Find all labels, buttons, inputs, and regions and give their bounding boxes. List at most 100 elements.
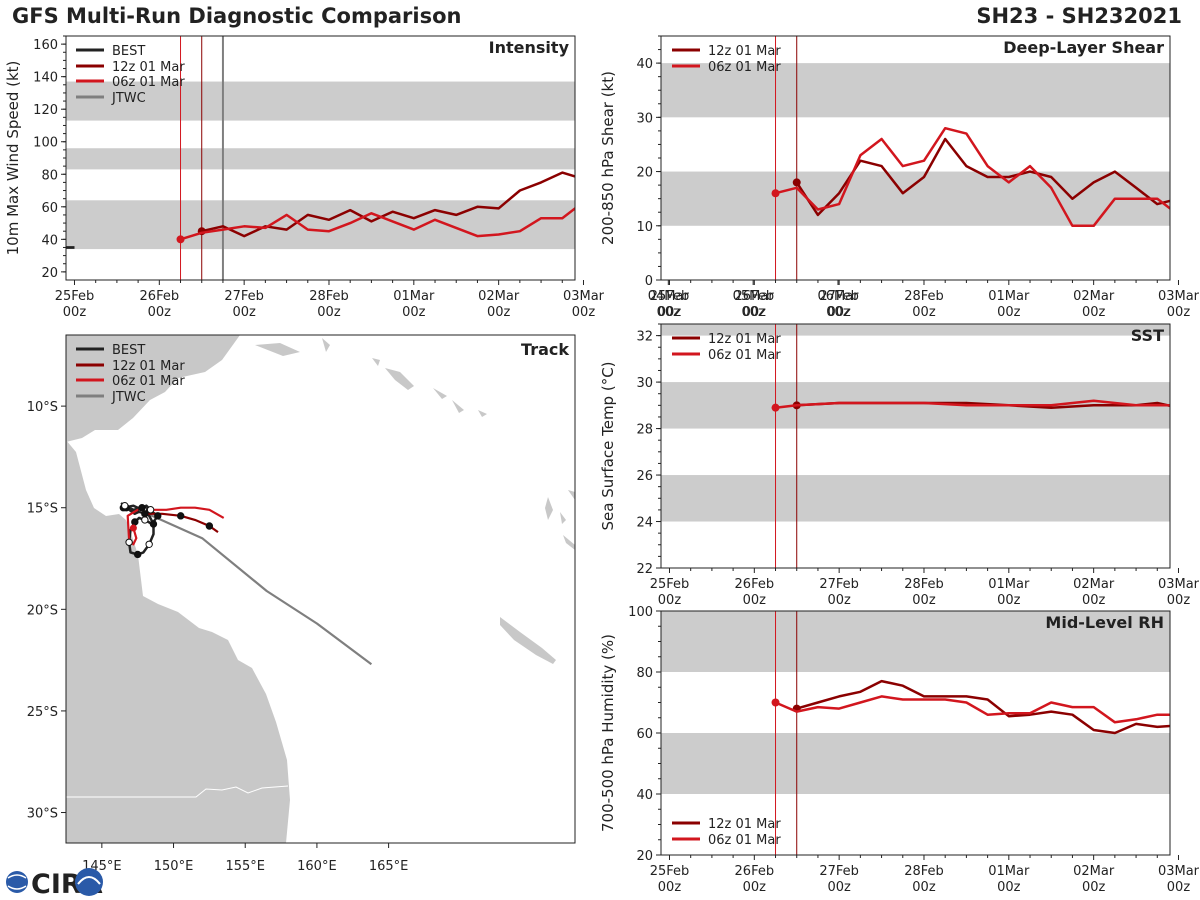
x-tick-hour: 00z xyxy=(1167,880,1191,895)
y-tick-label: 40 xyxy=(636,788,653,803)
x-tick-day: 01Mar xyxy=(988,577,1030,592)
track-init-point xyxy=(129,524,137,532)
x-tick-hour: 00z xyxy=(997,880,1021,895)
x-tick-hour: 00z xyxy=(572,305,596,320)
x-tick-day: 26Feb xyxy=(735,577,775,592)
x-tick-day: 05Mar xyxy=(733,289,775,304)
shaded-band xyxy=(661,324,1170,336)
y-tick-label: 80 xyxy=(41,168,58,183)
land-island xyxy=(322,338,330,352)
x-tick-hour: 00z xyxy=(827,593,851,608)
init-point xyxy=(771,403,780,412)
x-tick-day: 02Mar xyxy=(1073,864,1115,879)
x-tick-day: 28Feb xyxy=(904,577,944,592)
legend-run12-label: 12z 01 Mar xyxy=(708,44,781,59)
track-fix-marker xyxy=(121,501,129,510)
x-tick-day: 28Feb xyxy=(904,289,944,304)
x-tick-day: 28Feb xyxy=(309,289,349,304)
lon-tick-label: 150°E xyxy=(154,859,194,874)
x-tick-day: 04Mar xyxy=(648,289,690,304)
y-tick-label: 60 xyxy=(636,727,653,742)
series-12z-01-mar xyxy=(201,171,575,238)
x-tick-hour: 00z xyxy=(487,305,511,320)
land-island xyxy=(545,497,553,520)
y-tick-label: 20 xyxy=(636,166,653,181)
y-tick-label: 100 xyxy=(33,136,58,151)
panel-rh: 2040608010025Feb00z26Feb00z27Feb00z28Feb… xyxy=(599,605,1200,895)
x-tick-day: 03Mar xyxy=(1158,577,1200,592)
x-tick-day: 25Feb xyxy=(650,289,690,304)
legend-run12-label: 12z 01 Mar xyxy=(708,817,781,832)
map-frame xyxy=(65,334,576,844)
track-fix-marker xyxy=(145,540,153,548)
x-tick-day: 26Feb xyxy=(735,864,775,879)
lon-tick-label: 155°E xyxy=(225,859,265,874)
x-tick-day: 26Feb xyxy=(735,289,775,304)
panel-title: Track xyxy=(521,340,569,359)
y-tick-label: 100 xyxy=(628,605,653,620)
x-tick-day: 02Mar xyxy=(1073,289,1115,304)
shaded-band xyxy=(66,148,575,170)
legend-run06-label: 06z 01 Mar xyxy=(112,374,185,389)
x-tick-hour: 00z xyxy=(743,593,767,608)
lat-tick-label: 25°S xyxy=(27,705,58,720)
y-tick-label: 40 xyxy=(636,57,653,72)
shaded-band xyxy=(661,611,1170,672)
y-tick-label: 60 xyxy=(41,201,58,216)
x-tick-day: 28Feb xyxy=(904,864,944,879)
y-tick-label: 80 xyxy=(636,666,653,681)
panel-title: Deep-Layer Shear xyxy=(1003,38,1164,57)
legend-run06-label: 06z 01 Mar xyxy=(708,833,781,848)
x-tick-hour: 00z xyxy=(1167,593,1191,608)
y-tick-label: 120 xyxy=(33,103,58,118)
y-axis-label: Sea Surface Temp (°C) xyxy=(599,361,617,530)
y-tick-label: 30 xyxy=(636,376,653,391)
x-tick-day: 02Mar xyxy=(1073,577,1115,592)
lat-tick-label: 20°S xyxy=(27,603,58,618)
x-tick-hour: 00z xyxy=(148,305,172,320)
y-axis-label: 700-500 hPa Humidity (%) xyxy=(599,634,617,832)
track-fix-marker xyxy=(131,518,139,526)
land-island xyxy=(372,358,380,366)
land-island xyxy=(563,535,575,550)
x-tick-day: 01Mar xyxy=(988,289,1030,304)
x-tick-hour: 00z xyxy=(743,305,767,320)
panel-title: Mid-Level RH xyxy=(1045,613,1164,632)
lon-tick-label: 165°E xyxy=(369,859,409,874)
cira-logo-swoosh-icon xyxy=(7,874,27,890)
land-island xyxy=(568,490,575,500)
x-tick-day: 06Mar xyxy=(817,289,859,304)
y-tick-label: 22 xyxy=(636,562,653,577)
lat-tick-label: 10°S xyxy=(27,400,58,415)
track-fix-marker xyxy=(141,516,149,524)
legend-run12-label: 12z 01 Mar xyxy=(112,359,185,374)
series-06z-01-mar xyxy=(180,206,575,241)
x-tick-hour: 00z xyxy=(997,593,1021,608)
x-tick-day: 03Mar xyxy=(1158,289,1200,304)
x-tick-day: 01Mar xyxy=(393,289,435,304)
x-tick-hour: 00z xyxy=(63,305,87,320)
panel-track: 145°E 150°E 155°E 160°E 165°E10°S15°S20°S25°… xyxy=(27,334,576,874)
x-tick-hour: 00z xyxy=(1082,305,1106,320)
legend-best-label: BEST xyxy=(112,44,145,59)
track-fix-marker xyxy=(125,538,133,546)
x-tick-hour: 00z xyxy=(741,305,765,320)
y-tick-label: 40 xyxy=(41,233,58,248)
legend-best-label: BEST xyxy=(112,343,145,358)
init-point xyxy=(176,235,185,244)
shaded-band xyxy=(661,733,1170,794)
x-tick-day: 03Mar xyxy=(1158,864,1200,879)
lat-tick-label: 30°S xyxy=(27,807,58,822)
init-point xyxy=(771,698,780,707)
x-tick-hour: 00z xyxy=(658,880,682,895)
track-fix-marker xyxy=(141,510,149,518)
x-tick-day: 01Mar xyxy=(988,864,1030,879)
shaded-band xyxy=(661,475,1170,522)
x-tick-day: 27Feb xyxy=(819,289,859,304)
x-tick-hour: 00z xyxy=(826,305,850,320)
track-fix-marker xyxy=(154,512,162,520)
x-tick-hour: 00z xyxy=(317,305,341,320)
cira-logo-badge-icon xyxy=(75,868,103,896)
track-fix-marker xyxy=(146,506,155,514)
land-island xyxy=(433,388,447,399)
